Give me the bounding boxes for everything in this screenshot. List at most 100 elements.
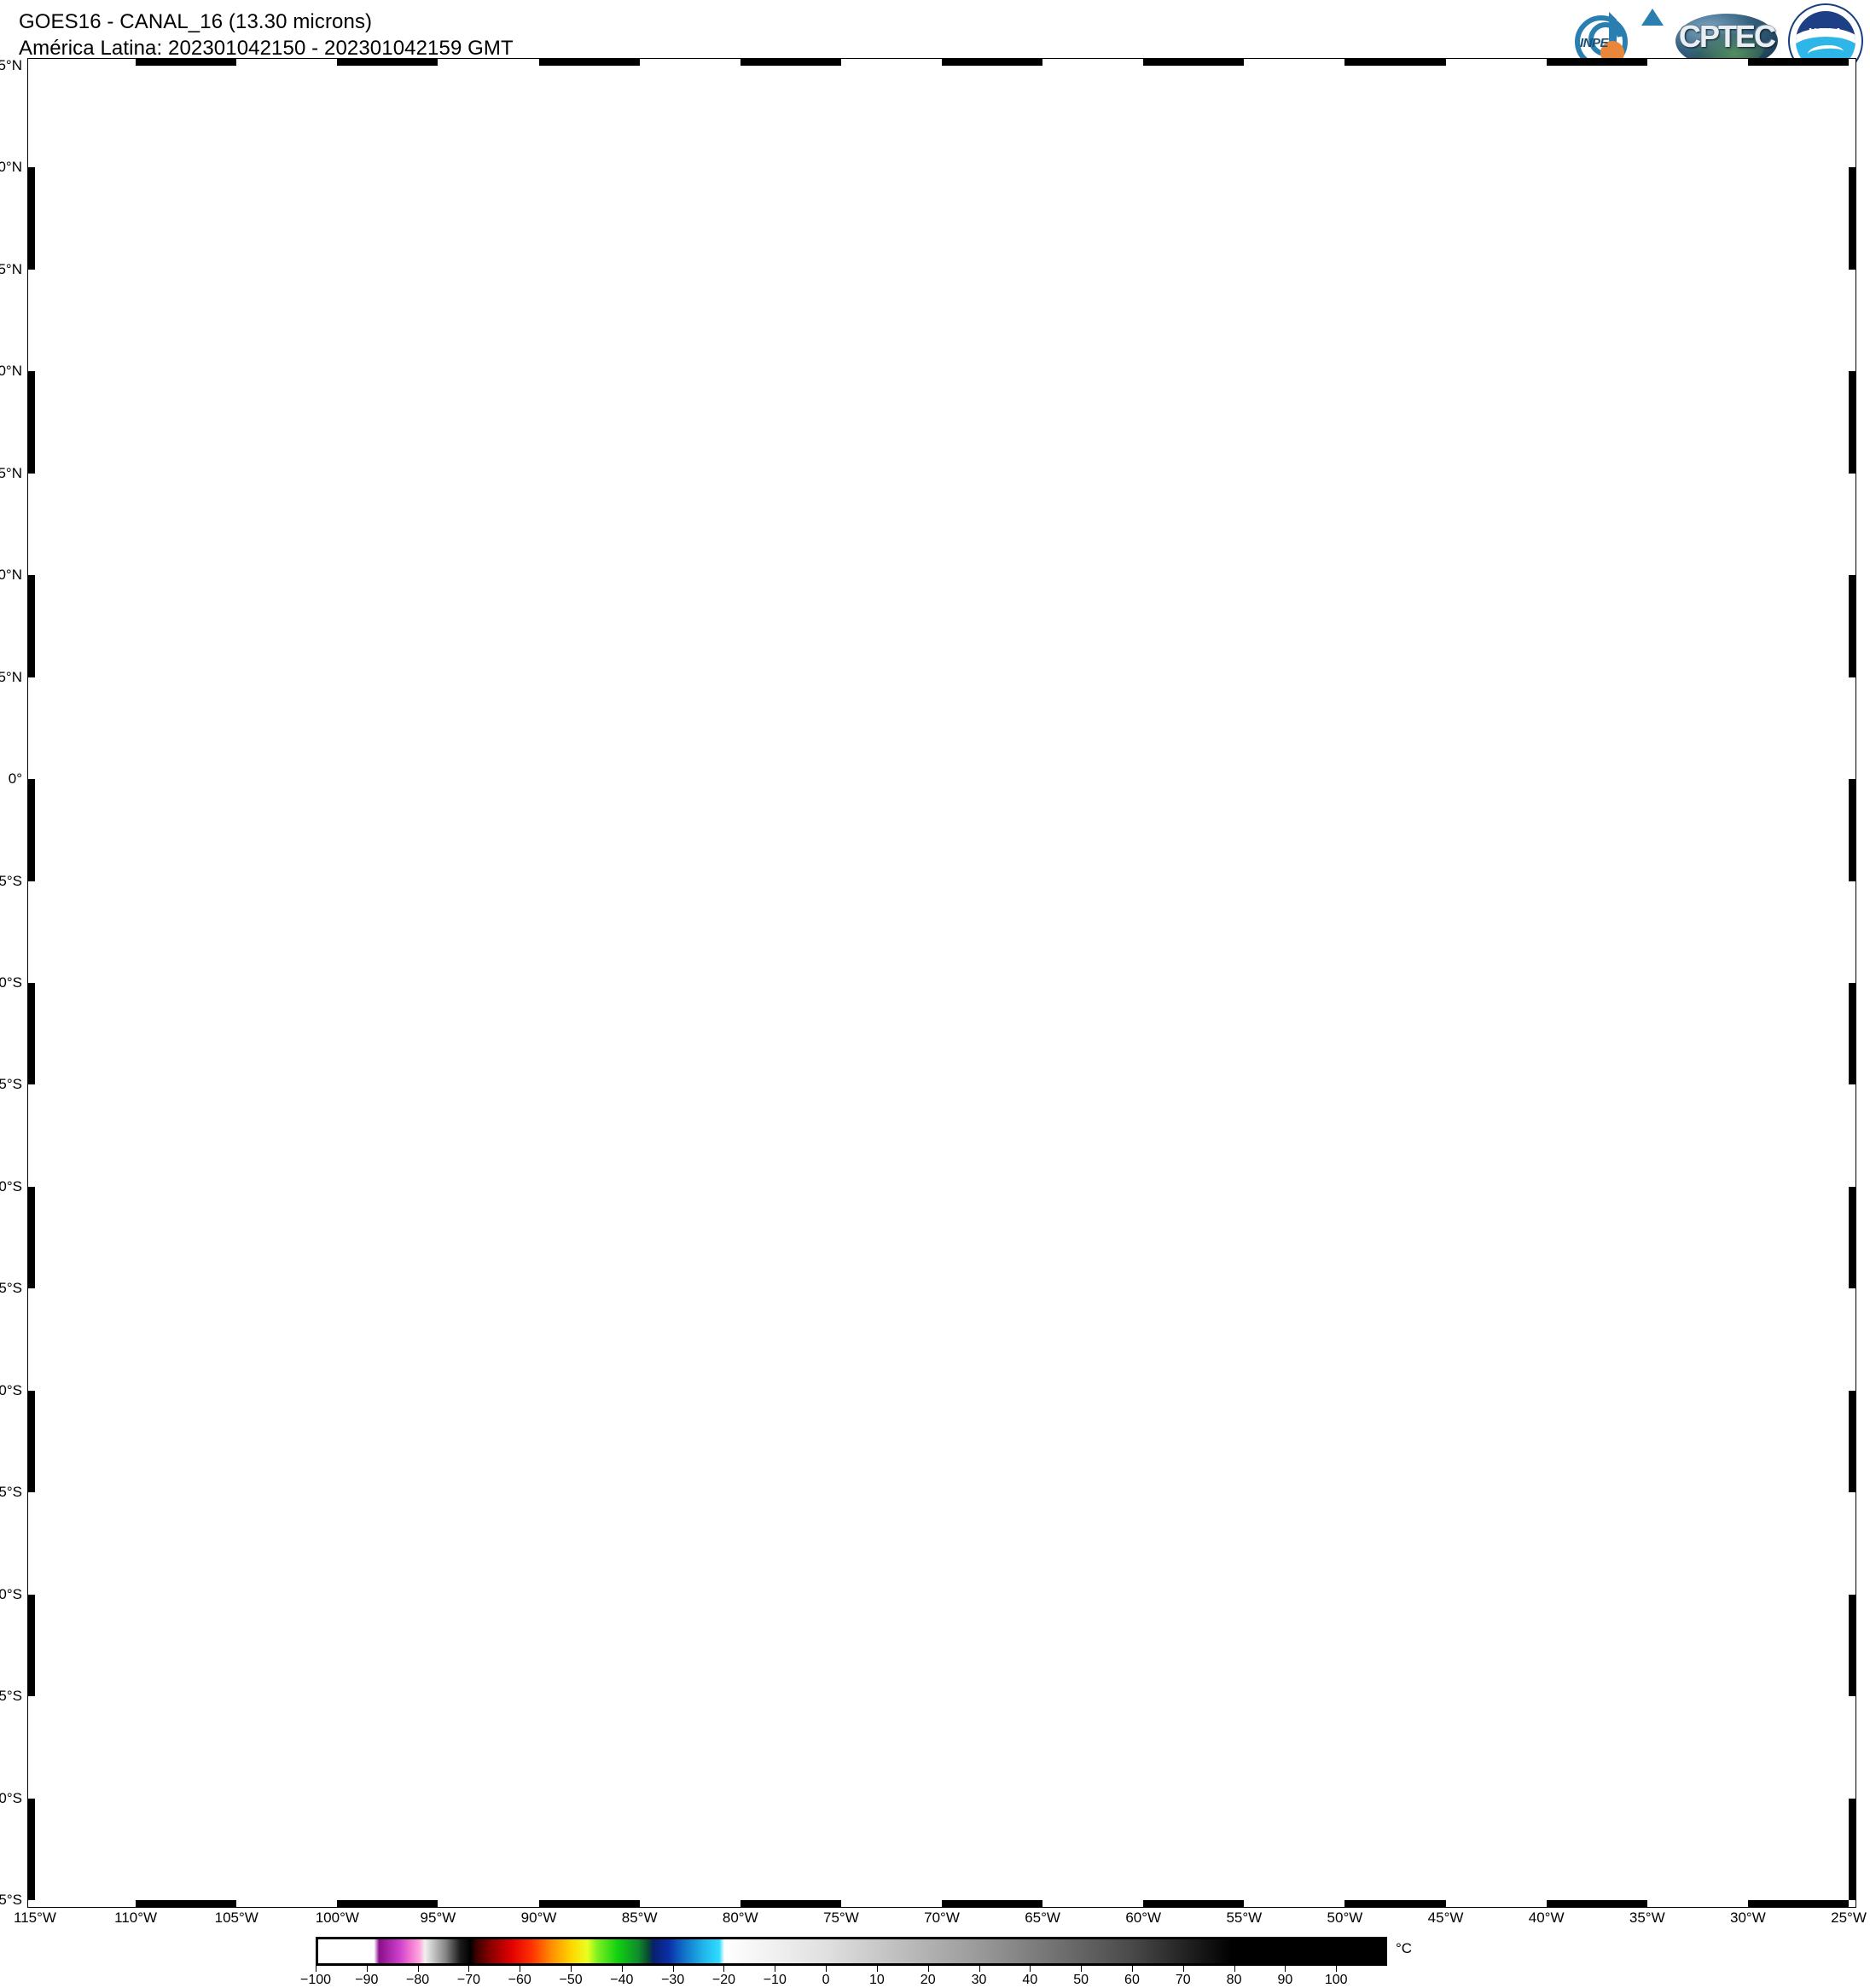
frame-segment-top — [740, 58, 841, 66]
inpe-arrow-icon — [1641, 9, 1664, 26]
longitude-tick-label: 115°W — [14, 1910, 56, 1926]
longitude-tick-label: 105°W — [214, 1910, 258, 1926]
header: GOES16 - CANAL_16 (13.30 microns) Améric… — [0, 0, 1870, 78]
colorbar: °C −100 −90 −80 −70 −60 −50 −40 −30 −20 −10 0 10 20 3… — [300, 1937, 1412, 1987]
latitude-tick-label: 15°S — [0, 1076, 22, 1093]
frame-segment-right — [1849, 1594, 1856, 1697]
colorbar-tick-label: −10 — [763, 1973, 787, 1987]
latitude-tick-label: 30°N — [0, 159, 22, 176]
frame-segment-bottom — [1344, 1900, 1446, 1908]
satellite-map[interactable] — [27, 58, 1856, 1908]
colorbar-tick — [468, 1966, 470, 1972]
latitude-tick-label: 55°S — [0, 1892, 22, 1908]
noaa-wordmark: NOAA — [1809, 26, 1843, 38]
frame-segment-bottom — [942, 1900, 1043, 1908]
colorbar-tick — [571, 1966, 572, 1972]
colorbar-tick — [672, 1966, 674, 1972]
colorbar-tick-label: −70 — [456, 1973, 480, 1987]
frame-segment-top — [337, 58, 438, 66]
longitude-tick-label: 75°W — [822, 1910, 859, 1926]
colorbar-tick — [366, 1966, 368, 1972]
colorbar-tick-label: −60 — [508, 1973, 531, 1987]
colorbar-tick — [979, 1966, 980, 1972]
colorbar-tick — [621, 1966, 623, 1972]
frame-segment-left — [27, 167, 35, 270]
frame-segment-bottom — [740, 1900, 841, 1908]
longitude-tick-label: 90°W — [520, 1910, 557, 1926]
frame-segment-left — [27, 1390, 35, 1493]
latitude-tick-label: 40°S — [0, 1585, 22, 1602]
longitude-tick-label: 35°W — [1629, 1910, 1665, 1926]
latitude-tick-label: 20°N — [0, 363, 22, 380]
frame-segment-top — [136, 58, 237, 66]
colorbar-tick — [1182, 1966, 1184, 1972]
colorbar-tick-label: 30 — [971, 1973, 987, 1987]
colorbar-tick — [417, 1966, 419, 1972]
longitude-tick-label: 55°W — [1226, 1910, 1263, 1926]
colorbar-tick — [1234, 1966, 1235, 1972]
frame-segment-bottom — [1143, 1900, 1245, 1908]
longitude-tick-label: 100°W — [315, 1910, 359, 1926]
frame-segment-left — [27, 575, 35, 677]
frame-segment-right — [1849, 1390, 1856, 1493]
colorbar-tick-label: 90 — [1277, 1973, 1293, 1987]
colorbar-tick — [1030, 1966, 1031, 1972]
colorbar-tick — [927, 1966, 929, 1972]
colorbar-gradient — [318, 1939, 1385, 1963]
frame-segment-left — [27, 1594, 35, 1697]
inpe-wordmark: INPE — [1580, 36, 1609, 50]
latitude-tick-label: 35°S — [0, 1484, 22, 1501]
latitude-tick-label: 35°N — [0, 57, 22, 73]
frame-segment-top — [1143, 58, 1245, 66]
frame-segment-bottom — [337, 1900, 438, 1908]
frame-segment-bottom — [538, 1900, 640, 1908]
longitude-tick-label: 70°W — [924, 1910, 960, 1926]
frame-segment-bottom — [136, 1900, 237, 1908]
colorbar-tick — [1285, 1966, 1286, 1972]
colorbar-tick-label: 40 — [1022, 1973, 1038, 1987]
logo-row: INPE CPTEC NOAA — [1570, 2, 1863, 80]
colorbar-tick-label: −40 — [610, 1973, 634, 1987]
colorbar-tick — [1131, 1966, 1133, 1972]
frame-segment-top — [1344, 58, 1446, 66]
latitude-tick-label: 45°S — [0, 1688, 22, 1705]
frame-segment-left — [27, 983, 35, 1085]
frame-segment-left — [27, 371, 35, 474]
map-frame-base — [27, 58, 1856, 1908]
latitude-tick-label: 5°N — [0, 668, 22, 685]
colorbar-ramp — [316, 1937, 1387, 1966]
longitude-tick-label: 80°W — [722, 1910, 758, 1926]
longitude-tick-label: 65°W — [1025, 1910, 1060, 1926]
colorbar-tick-label: 20 — [920, 1973, 936, 1987]
colorbar-tick-label: 60 — [1124, 1973, 1140, 1987]
frame-segment-top — [538, 58, 640, 66]
latitude-tick-label: 0° — [8, 770, 22, 788]
colorbar-tick-label: 70 — [1175, 1973, 1191, 1987]
latitude-tick-label: 50°S — [0, 1789, 22, 1806]
colorbar-tick-label: −50 — [559, 1973, 583, 1987]
longitude-tick-label: 95°W — [420, 1910, 456, 1926]
latitude-tick-label: 5°S — [0, 872, 22, 889]
colorbar-tick-label: −80 — [406, 1973, 430, 1987]
frame-segment-top — [942, 58, 1043, 66]
longitude-tick-label: 110°W — [114, 1910, 158, 1926]
title-line-product: GOES16 - CANAL_16 (13.30 microns) — [19, 10, 373, 33]
latitude-tick-label: 20°S — [0, 1177, 22, 1195]
latitude-tick-label: 10°S — [0, 974, 22, 991]
longitude-tick-label: 40°W — [1528, 1910, 1565, 1926]
longitude-tick-label: 30°W — [1729, 1910, 1766, 1926]
latitude-tick-label: 15°N — [0, 464, 22, 481]
colorbar-tick-label: 10 — [868, 1973, 885, 1987]
frame-segment-top — [1747, 58, 1849, 66]
longitude-tick-label: 85°W — [621, 1910, 658, 1926]
frame-segment-right — [1849, 371, 1856, 474]
frame-segment-bottom — [1747, 1900, 1849, 1908]
colorbar-tick — [316, 1966, 317, 1972]
colorbar-tick — [826, 1966, 828, 1972]
frame-segment-right — [1849, 983, 1856, 1085]
colorbar-tick-label: −90 — [355, 1973, 379, 1987]
map-border-frame — [27, 58, 1856, 1908]
frame-segment-left — [27, 779, 35, 881]
frame-segment-right — [1849, 779, 1856, 881]
frame-segment-right — [1849, 167, 1856, 270]
